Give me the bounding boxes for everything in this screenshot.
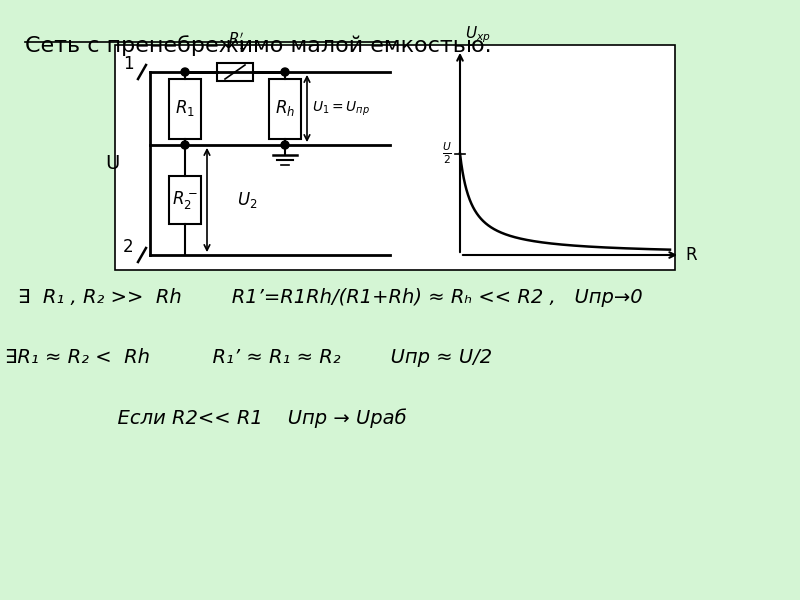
Circle shape	[281, 68, 289, 76]
Circle shape	[181, 68, 189, 76]
Text: Сеть с пренебрежимо малой емкостью.: Сеть с пренебрежимо малой емкостью.	[25, 35, 492, 56]
Bar	[269, 79, 301, 139]
Bar	[169, 176, 201, 224]
Text: $\frac{U}{2}$: $\frac{U}{2}$	[442, 141, 452, 166]
Bar	[169, 79, 201, 139]
Text: Если R2<< R1    Uпр → Uраб: Если R2<< R1 Uпр → Uраб	[80, 408, 406, 428]
Text: 1: 1	[122, 55, 134, 73]
Text: R: R	[685, 246, 697, 264]
Text: ∃  R₁ , R₂ >>  Rh        R1’=R1Rh/(R1+Rh) ≈ Rₕ << R2 ,   Uпр→0: ∃ R₁ , R₂ >> Rh R1’=R1Rh/(R1+Rh) ≈ Rₕ <<…	[18, 288, 642, 307]
Text: $R_2^-$: $R_2^-$	[172, 189, 198, 211]
Text: $R_1$: $R_1$	[175, 98, 195, 118]
Text: $R_h$: $R_h$	[275, 98, 295, 118]
Bar	[115, 45, 675, 270]
Text: $R_1'$: $R_1'$	[228, 31, 246, 52]
Circle shape	[281, 141, 289, 149]
Text: U: U	[105, 154, 119, 173]
Text: 2: 2	[122, 238, 134, 256]
Text: ∃R₁ ≈ R₂ <  Rh          R₁’ ≈ R₁ ≈ R₂        Uпр ≈ U/2: ∃R₁ ≈ R₂ < Rh R₁’ ≈ R₁ ≈ R₂ Uпр ≈ U/2	[5, 348, 492, 367]
Bar	[217, 63, 253, 81]
Text: $U_1=U_{пр}$: $U_1=U_{пр}$	[312, 100, 370, 118]
Circle shape	[181, 141, 189, 149]
Text: $U_2$: $U_2$	[237, 190, 258, 210]
Text: $U_{хр}$: $U_{хр}$	[465, 25, 490, 45]
